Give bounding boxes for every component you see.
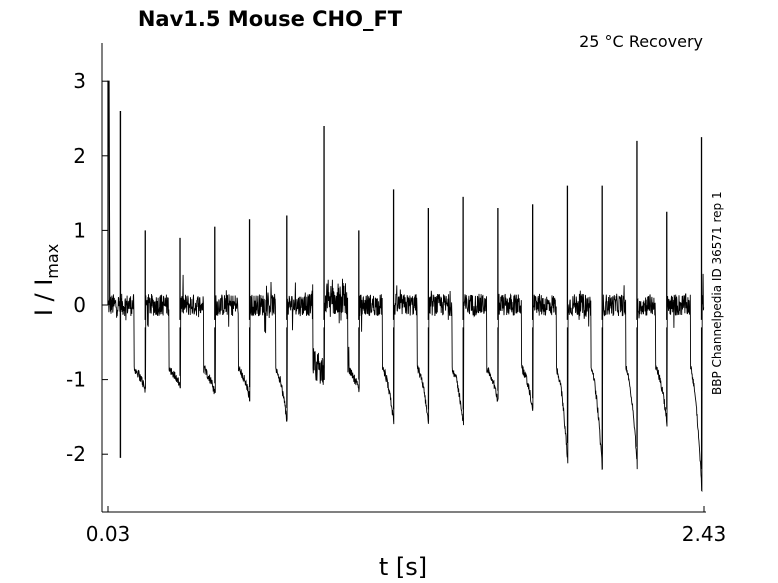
- x-tick-labels: 0.03 2.43: [86, 522, 727, 546]
- condition-annotation: 25 °C Recovery: [579, 32, 703, 51]
- y-tick-label: 1: [73, 218, 86, 242]
- y-tick-label: -2: [66, 442, 86, 466]
- y-tick-label: 3: [73, 69, 86, 93]
- y-tick-labels: 3 2 1 0 -1 -2: [66, 69, 86, 466]
- x-tick-label: 2.43: [682, 522, 727, 546]
- x-tick-label: 0.03: [86, 522, 131, 546]
- y-axis-label-sub: max: [43, 244, 62, 279]
- y-tick-label: 0: [73, 293, 86, 317]
- initial-pulse: [107, 80, 111, 306]
- plot-area: [107, 80, 705, 492]
- y-tick-label: -1: [66, 368, 86, 392]
- axes: [101, 43, 706, 513]
- trace-line: [107, 273, 705, 492]
- chart-title: Nav1.5 Mouse CHO_FT: [138, 7, 403, 31]
- x-axis-label: t [s]: [379, 553, 427, 581]
- y-tick-label: 2: [73, 144, 86, 168]
- y-axis-label-main: I / I: [30, 279, 58, 317]
- side-label: BBP Channelpedia ID 36571 rep 1: [710, 191, 724, 395]
- y-axis-label: I / Imax: [30, 244, 62, 316]
